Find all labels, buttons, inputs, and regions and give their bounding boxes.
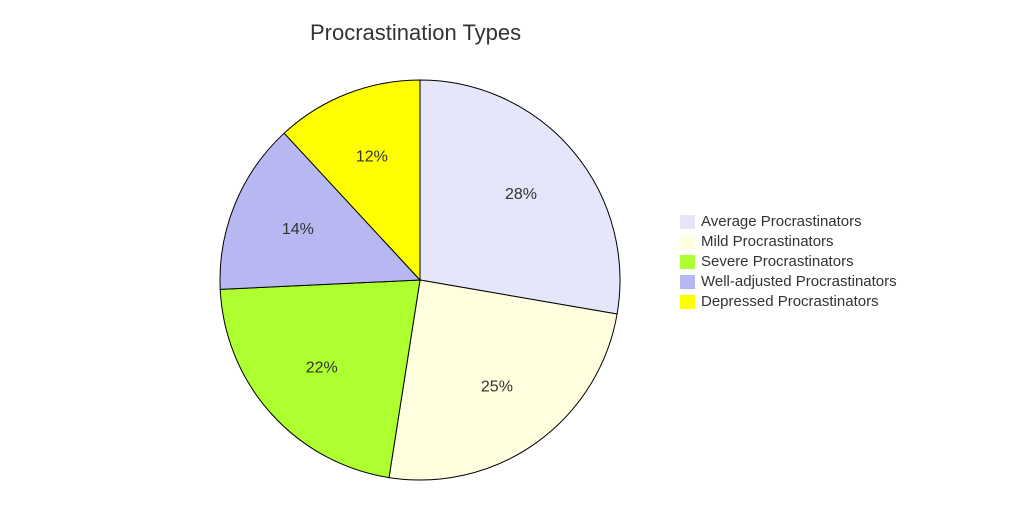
legend-item: Severe Procrastinators (680, 253, 897, 270)
legend-item: Depressed Procrastinators (680, 293, 897, 310)
legend-swatch (680, 295, 695, 309)
pie-slice-label: 12% (356, 148, 388, 165)
legend-label: Severe Procrastinators (701, 253, 854, 270)
legend-swatch (680, 275, 695, 289)
pie-slice-label: 28% (505, 186, 537, 203)
legend-label: Depressed Procrastinators (701, 293, 879, 310)
pie-slice-label: 22% (306, 359, 338, 376)
chart-title: Procrastination Types (310, 20, 521, 46)
pie-slice-label: 14% (282, 221, 314, 238)
legend-label: Mild Procrastinators (701, 233, 834, 250)
pie-slice (220, 280, 420, 478)
legend-swatch (680, 215, 695, 229)
legend-label: Well-adjusted Procrastinators (701, 273, 897, 290)
legend-swatch (680, 235, 695, 249)
pie-chart-container: Procrastination Types 28% 25% 22% 14% 12% Av… (0, 0, 1024, 532)
legend-item: Well-adjusted Procrastinators (680, 273, 897, 290)
legend-swatch (680, 255, 695, 269)
chart-legend: Average Procrastinators Mild Procrastinat… (680, 210, 897, 313)
legend-item: Mild Procrastinators (680, 233, 897, 250)
legend-label: Average Procrastinators (701, 213, 862, 230)
pie-slice-label: 25% (481, 378, 513, 395)
legend-item: Average Procrastinators (680, 213, 897, 230)
